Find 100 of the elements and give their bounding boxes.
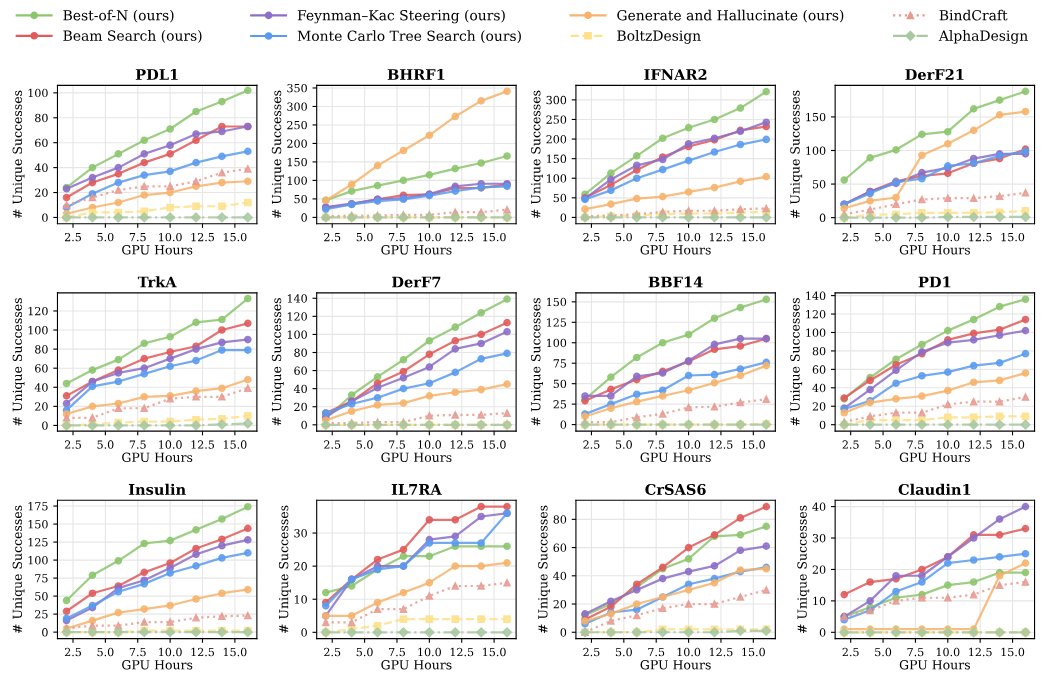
- y-tick-label: 60: [553, 543, 567, 552]
- y-tick-label: 30: [812, 533, 826, 543]
- x-tick-label: 12.5: [969, 440, 992, 449]
- y-tick-label: 20: [294, 562, 307, 571]
- x-tick-label: 5.0: [356, 232, 373, 242]
- x-tick-label: 10.0: [677, 647, 701, 657]
- y-tick-label: 150: [287, 157, 307, 167]
- x-tick-label: 5.0: [97, 232, 114, 242]
- x-tick-label: 7.5: [648, 647, 665, 657]
- y-tick-label: 120: [287, 312, 307, 321]
- y-axis-title: # Unique Successes: [790, 298, 803, 426]
- x-axis-title: GPU Hours: [122, 452, 193, 462]
- y-tick-label: 0: [301, 213, 307, 222]
- y-tick-label: 20: [812, 402, 826, 411]
- y-axis-title: # Unique Successes: [790, 90, 803, 219]
- y-tick-label: 20: [812, 565, 826, 574]
- x-tick-label: 15.0: [223, 647, 247, 657]
- x-tick-label: 2.5: [324, 647, 341, 657]
- y-tick-label: 0: [819, 628, 826, 637]
- chart-title: PD1: [918, 276, 951, 288]
- y-tick-label: 250: [546, 115, 567, 124]
- y-tick-label: 140: [287, 294, 307, 303]
- x-tick-label: 5.0: [875, 440, 892, 449]
- y-tick-label: 200: [287, 139, 307, 148]
- y-axis-title: # Unique Successes: [538, 505, 550, 634]
- chart-title: TrkA: [137, 276, 177, 288]
- legend-label: Best-of-N (ours): [63, 9, 174, 23]
- legend-label: BindCraft: [939, 9, 1008, 21]
- y-tick-label: 30: [294, 529, 307, 538]
- x-tick-label: 7.5: [907, 233, 924, 242]
- y-axis-title: # Unique Successes: [271, 298, 284, 426]
- y-tick-label: 10: [294, 595, 307, 604]
- x-axis-title: GPU Hours: [899, 660, 970, 670]
- y-tick-label: 250: [287, 120, 307, 130]
- x-tick-label: 10.0: [418, 440, 441, 449]
- x-tick-label: 5.0: [615, 232, 632, 242]
- y-tick-label: 125: [547, 318, 567, 327]
- legend-label: Beam Search (ours): [63, 30, 202, 43]
- y-axis-title: # Unique Successes: [12, 505, 25, 634]
- x-tick-label: 12.5: [450, 647, 474, 657]
- y-axis-title: # Unique Successes: [531, 90, 543, 219]
- legend-label: Generate and Hallucinate (ours): [617, 9, 844, 23]
- x-tick-label: 2.5: [324, 232, 341, 242]
- y-tick-label: 40: [34, 383, 48, 392]
- y-tick-label: 80: [553, 515, 567, 524]
- x-tick-label: 10.0: [936, 647, 960, 657]
- y-axis-title: # Unique Successes: [12, 298, 25, 426]
- y-tick-label: 150: [547, 154, 567, 164]
- y-tick-label: 150: [547, 297, 567, 307]
- y-tick-label: 0: [819, 213, 826, 223]
- x-tick-label: 7.5: [907, 440, 924, 449]
- y-tick-label: 60: [812, 365, 826, 374]
- chart-title: IFNAR2: [644, 69, 707, 80]
- x-tick-label: 7.5: [648, 233, 665, 242]
- y-axis-title: # Unique Successes: [797, 505, 810, 634]
- y-tick-label: 0: [42, 628, 48, 637]
- x-tick-label: 5.0: [615, 440, 632, 449]
- y-tick-label: 140: [806, 291, 826, 300]
- y-tick-label: 175: [28, 502, 48, 511]
- x-axis-title: GPU Hours: [381, 660, 452, 670]
- x-tick-label: 10.0: [418, 232, 441, 242]
- x-tick-label: 7.5: [129, 440, 146, 449]
- y-tick-label: 0: [301, 420, 307, 430]
- y-tick-label: 100: [806, 328, 826, 337]
- chart-title: Insulin: [128, 483, 186, 495]
- x-axis-title: GPU Hours: [381, 245, 452, 255]
- x-tick-label: 15.0: [1001, 232, 1025, 242]
- x-axis-title: GPU Hours: [640, 452, 711, 462]
- y-tick-label: 25: [35, 610, 48, 619]
- y-tick-label: 100: [28, 556, 48, 565]
- chart-title: PDL1: [135, 69, 178, 80]
- y-tick-label: 75: [35, 574, 48, 583]
- x-tick-label: 5.0: [97, 440, 114, 449]
- y-tick-label: 150: [28, 520, 48, 529]
- y-tick-label: 20: [294, 402, 307, 412]
- y-tick-label: 80: [35, 345, 48, 354]
- x-tick-label: 10.0: [677, 232, 701, 242]
- legend-label: BoltzDesign: [617, 30, 701, 44]
- x-axis-title: GPU Hours: [640, 660, 711, 670]
- y-tick-label: 0: [819, 420, 826, 430]
- x-axis-title: GPU Hours: [899, 245, 970, 255]
- y-tick-label: 80: [294, 348, 307, 357]
- y-tick-label: 100: [28, 326, 48, 335]
- y-axis-title: # Unique Successes: [531, 298, 543, 426]
- x-tick-label: 15.0: [483, 647, 506, 657]
- y-tick-label: 100: [28, 88, 48, 98]
- x-tick-label: 15.0: [483, 440, 506, 449]
- y-tick-label: 100: [287, 176, 307, 185]
- y-tick-label: 120: [806, 310, 826, 319]
- y-tick-label: 60: [294, 366, 307, 375]
- y-tick-label: 80: [35, 113, 48, 123]
- x-tick-label: 12.5: [191, 232, 215, 242]
- chart-title: DerF7: [392, 276, 441, 288]
- x-tick-label: 15.0: [742, 440, 765, 449]
- y-tick-label: 120: [28, 306, 48, 316]
- x-tick-label: 2.5: [842, 647, 859, 657]
- y-tick-label: 100: [547, 174, 567, 183]
- chart-title: BBF14: [648, 276, 703, 288]
- x-tick-label: 12.5: [709, 440, 733, 449]
- y-tick-label: 40: [293, 384, 307, 394]
